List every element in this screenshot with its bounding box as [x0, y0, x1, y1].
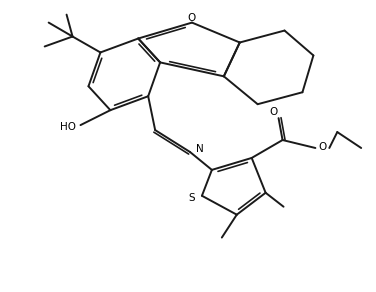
Text: S: S: [189, 193, 195, 203]
Text: O: O: [318, 142, 326, 152]
Text: O: O: [188, 13, 196, 22]
Text: HO: HO: [59, 122, 76, 132]
Text: N: N: [196, 144, 204, 154]
Text: O: O: [270, 107, 278, 117]
